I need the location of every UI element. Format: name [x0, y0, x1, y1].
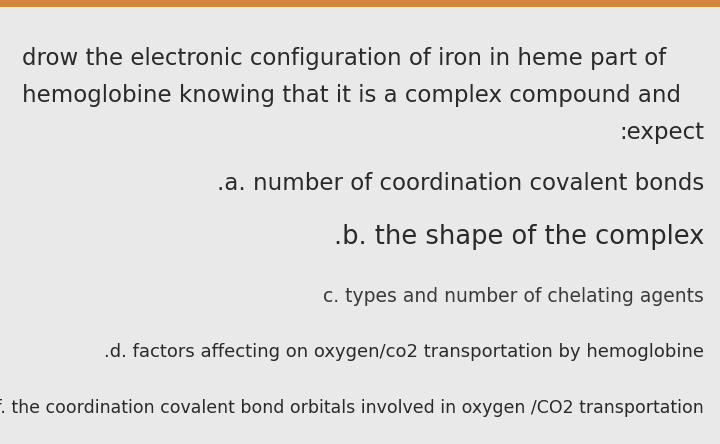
- Text: drow the electronic configuration of iron in heme part of: drow the electronic configuration of iro…: [22, 47, 666, 70]
- Text: :expect: :expect: [619, 120, 704, 143]
- Bar: [0, 0, 720, 7]
- Text: .f. the coordination covalent bond orbitals involved in oxygen /CO2 transportati: .f. the coordination covalent bond orbit…: [0, 399, 704, 417]
- Text: .a. number of coordination covalent bonds: .a. number of coordination covalent bond…: [217, 171, 704, 194]
- Text: c. types and number of chelating agents: c. types and number of chelating agents: [323, 286, 704, 305]
- Text: .d. factors affecting on oxygen/co2 transportation by hemoglobine: .d. factors affecting on oxygen/co2 tran…: [104, 343, 704, 361]
- Text: hemoglobine knowing that it is a complex compound and: hemoglobine knowing that it is a complex…: [22, 83, 681, 107]
- Text: .b. the shape of the complex: .b. the shape of the complex: [333, 224, 704, 250]
